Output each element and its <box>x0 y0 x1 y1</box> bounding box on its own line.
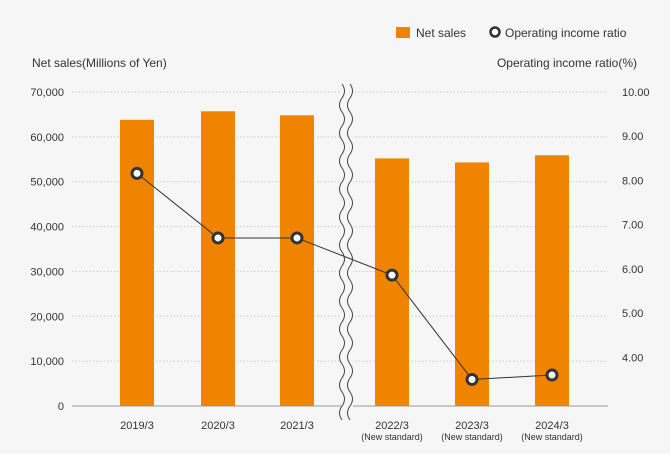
bar-net-sales <box>120 119 154 406</box>
point-operating-income-ratio <box>465 372 479 386</box>
right-tick-label: 9.00 <box>622 131 643 143</box>
axis-break-wave-right <box>347 83 353 421</box>
axis-break <box>339 82 353 421</box>
legend-swatch-net-sales <box>396 27 410 38</box>
line-operating-income-ratio <box>136 172 553 380</box>
right-tick-label: 6.00 <box>622 264 643 276</box>
point-operating-income-ratio <box>385 268 399 282</box>
axis-break-wave-left <box>339 83 345 421</box>
left-tick-label: 10,000 <box>30 356 64 368</box>
left-tick-label: 0 <box>58 401 64 413</box>
x-tick-label: 2020/3 <box>201 420 235 432</box>
axis-labels: 0 10,000 20,000 30,000 40,000 50,000 60,000 70,… <box>30 87 649 442</box>
left-tick-label: 70,000 <box>30 87 64 99</box>
legend-label-net-sales: Net sales <box>416 26 466 40</box>
right-tick-label: 10.00 <box>622 87 650 99</box>
x-tick-label: 2019/3 <box>120 420 154 432</box>
right-tick-label: 5.00 <box>622 308 643 320</box>
legend-label-operating-income-ratio: Operating income ratio <box>505 26 627 40</box>
point-operating-income-ratio <box>130 166 144 180</box>
left-tick-label: 40,000 <box>30 222 64 234</box>
x-tick-label: 2024/3 <box>535 420 569 432</box>
right-axis-title: Operating income ratio(%) <box>497 56 637 70</box>
right-tick-label: 8.00 <box>622 175 643 187</box>
left-tick-label: 60,000 <box>30 132 64 144</box>
bar-net-sales <box>280 115 314 406</box>
legend: Net sales Operating income ratio <box>396 26 627 40</box>
left-tick-label: 50,000 <box>30 177 64 189</box>
x-tick-note: (New standard) <box>441 432 503 442</box>
grid-lines <box>72 91 608 407</box>
right-tick-label: 4.00 <box>622 352 643 364</box>
left-tick-label: 20,000 <box>30 311 64 323</box>
left-tick-label: 30,000 <box>30 266 64 278</box>
point-operating-income-ratio <box>211 231 225 245</box>
x-tick-label: 2021/3 <box>280 420 314 432</box>
point-operating-income-ratio <box>545 368 559 382</box>
left-axis-title: Net sales(Millions of Yen) <box>32 56 167 70</box>
x-tick-label: 2023/3 <box>455 420 489 432</box>
axis-break-gap <box>341 82 353 416</box>
bar-net-sales <box>201 111 235 406</box>
x-tick-note: (New standard) <box>361 432 423 442</box>
point-operating-income-ratio <box>290 231 304 245</box>
right-tick-label: 7.00 <box>622 220 643 232</box>
bar-net-sales <box>455 162 489 406</box>
legend-marker-operating-income-ratio <box>489 26 501 38</box>
bar-net-sales <box>535 155 569 406</box>
bar-net-sales <box>375 158 409 406</box>
x-tick-label: 2022/3 <box>375 420 409 432</box>
x-tick-note: (New standard) <box>521 432 583 442</box>
line-group <box>130 166 559 386</box>
